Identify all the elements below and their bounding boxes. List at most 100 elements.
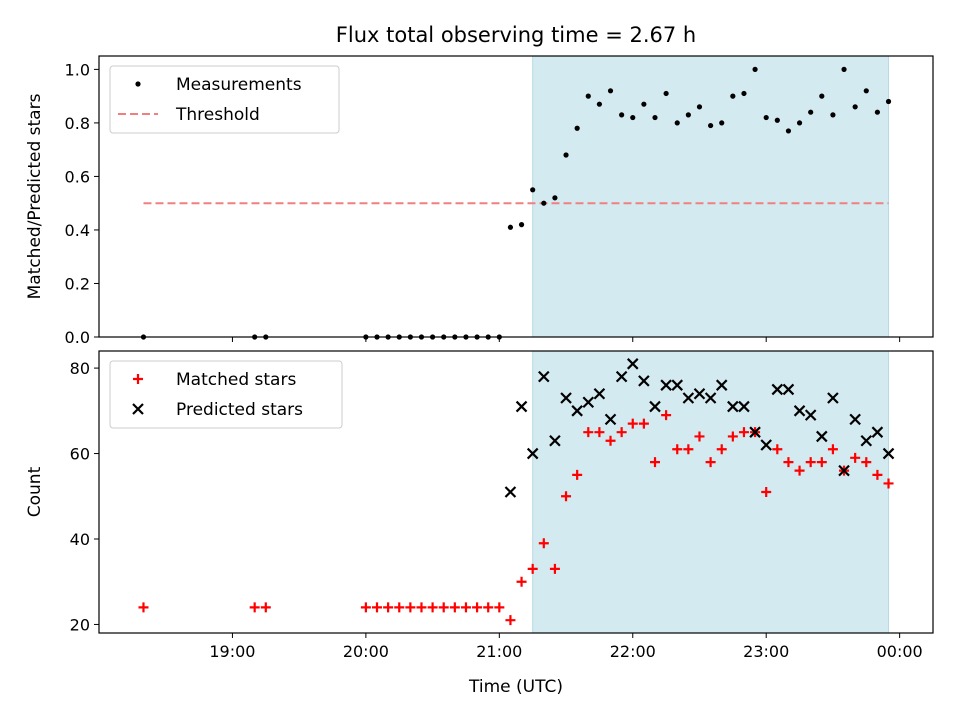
- legend-marker-predicted: [132, 403, 144, 415]
- data-point: [671, 379, 684, 391]
- series-predicted-stars: [504, 358, 895, 498]
- data-point: [719, 120, 725, 126]
- data-point: [738, 400, 750, 413]
- data-point: [607, 88, 614, 94]
- data-point: [861, 457, 872, 468]
- data-point: [549, 434, 561, 447]
- data-point: [774, 117, 780, 123]
- data-point: [863, 88, 869, 94]
- data-point: [372, 602, 382, 613]
- data-point: [582, 396, 595, 409]
- data-point: [772, 444, 783, 455]
- x-tick-label: 19:00: [209, 642, 255, 661]
- data-point: [626, 358, 639, 370]
- x-tick-label: 20:00: [343, 642, 389, 661]
- data-point: [860, 434, 873, 447]
- data-point: [449, 602, 460, 613]
- data-point: [516, 576, 527, 587]
- data-point: [649, 400, 661, 413]
- data-point: [738, 427, 749, 438]
- data-point: [808, 109, 814, 115]
- y-tick-label: 0.6: [65, 167, 90, 186]
- data-point: [708, 122, 714, 129]
- data-point: [527, 563, 538, 574]
- data-point: [494, 602, 505, 613]
- y-tick-label: 0.0: [65, 328, 90, 347]
- data-point: [694, 431, 705, 442]
- data-point: [394, 602, 405, 613]
- data-point: [383, 602, 394, 613]
- data-point: [530, 187, 536, 193]
- data-point: [515, 400, 528, 413]
- data-point: [641, 101, 647, 107]
- x-tick-label: 22:00: [610, 642, 656, 661]
- y-tick-label: 0.4: [65, 221, 90, 240]
- y-tick-label: 1.0: [65, 60, 90, 79]
- data-point: [730, 93, 736, 99]
- data-point: [674, 120, 680, 126]
- data-point: [638, 418, 649, 429]
- data-point: [561, 491, 572, 502]
- data-point: [704, 392, 717, 404]
- data-point: [652, 114, 658, 121]
- data-point: [427, 602, 438, 613]
- data-point: [438, 602, 449, 613]
- data-point: [672, 444, 683, 455]
- data-point: [604, 413, 617, 426]
- data-point: [405, 602, 416, 613]
- data-point: [874, 109, 881, 115]
- data-point: [761, 487, 772, 497]
- data-point: [619, 112, 625, 118]
- data-point: [505, 615, 516, 626]
- y-tick-label: 0.8: [65, 114, 90, 133]
- data-point: [615, 370, 628, 383]
- data-point: [507, 224, 514, 230]
- data-point: [138, 602, 149, 613]
- legend-label: Threshold: [175, 105, 260, 125]
- y-tick-label: 40: [70, 530, 90, 549]
- legend-label: Matched stars: [176, 370, 296, 390]
- data-point: [749, 426, 761, 438]
- shaded-span: [532, 55, 890, 338]
- data-point: [526, 447, 539, 460]
- data-point: [663, 90, 669, 97]
- data-point: [538, 538, 549, 549]
- data-point: [616, 427, 627, 438]
- data-point: [460, 602, 471, 613]
- data-point: [763, 114, 769, 121]
- data-point: [549, 563, 560, 574]
- top-panel: 0.0 0.2 0.4 0.6 0.8 1.0 Matched/Predicted star…: [25, 55, 934, 347]
- legend-box: [109, 360, 343, 429]
- data-point: [871, 426, 884, 438]
- data-point: [793, 405, 806, 417]
- legend-box: [109, 65, 340, 134]
- data-point: [472, 602, 483, 613]
- data-point: [783, 457, 794, 468]
- data-point: [483, 602, 494, 613]
- data-point: [593, 387, 606, 400]
- data-point: [249, 602, 260, 613]
- y-tick-label: 60: [70, 445, 90, 464]
- data-point: [885, 98, 892, 105]
- x-tick-label: 23:00: [743, 642, 789, 661]
- data-point: [882, 447, 895, 460]
- y-axis-label: Count: [25, 466, 45, 517]
- data-point: [552, 195, 558, 201]
- legend-label: Predicted stars: [176, 400, 303, 420]
- data-point: [796, 120, 803, 126]
- bottom-panel: 20 40 60 80 Count 19:00 20:00 21:00 22:00 23:00 00…: [25, 350, 934, 697]
- data-point: [650, 457, 660, 468]
- data-point: [794, 465, 805, 476]
- data-point: [727, 431, 738, 442]
- data-point: [715, 379, 728, 391]
- data-point: [661, 410, 672, 421]
- data-point: [782, 383, 795, 396]
- data-point: [638, 375, 650, 387]
- data-point: [827, 444, 838, 455]
- data-point: [260, 602, 271, 613]
- data-point: [805, 457, 816, 468]
- data-point: [838, 464, 850, 477]
- data-point: [541, 200, 547, 206]
- data-point: [585, 93, 591, 99]
